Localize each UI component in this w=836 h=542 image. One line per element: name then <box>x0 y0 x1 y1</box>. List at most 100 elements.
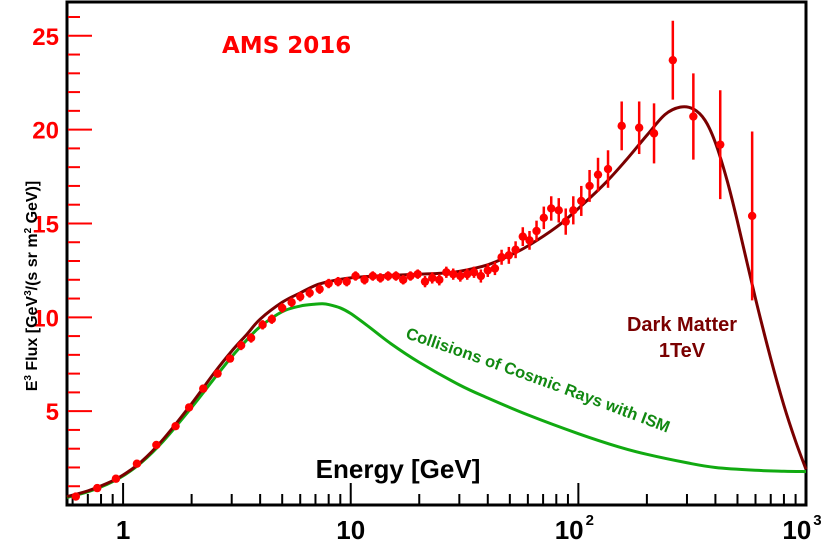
data-point <box>368 271 377 281</box>
data-marker <box>305 288 314 298</box>
data-marker <box>490 264 500 273</box>
data-marker <box>93 483 102 493</box>
data-marker <box>585 181 594 191</box>
data-marker <box>376 273 385 283</box>
data-marker <box>569 206 578 215</box>
data-marker <box>324 279 333 288</box>
data-point <box>296 291 305 302</box>
data-point <box>469 266 479 278</box>
data-marker <box>398 275 408 284</box>
dark-matter-curve <box>66 105 808 499</box>
data-marker <box>716 140 725 149</box>
data-marker <box>406 271 415 281</box>
data-point <box>456 270 465 282</box>
data-marker <box>333 277 343 286</box>
data-point <box>668 20 678 100</box>
x-axis-ticks: 1 10 10 2 10 3 <box>71 483 822 542</box>
data-marker <box>213 369 222 378</box>
data-marker <box>634 123 644 132</box>
dark-matter-label-line1: Dark Matter <box>627 314 737 336</box>
data-marker <box>296 292 305 301</box>
data-marker <box>554 206 563 215</box>
data-point <box>483 263 492 277</box>
data-point <box>747 131 757 301</box>
data-marker <box>449 269 458 279</box>
data-marker <box>603 164 613 174</box>
data-point <box>525 230 534 250</box>
data-marker <box>267 314 276 324</box>
x-tick-label: 10 <box>336 515 365 542</box>
data-marker <box>747 211 757 221</box>
data-point <box>199 384 208 393</box>
data-marker <box>132 459 142 468</box>
data-marker <box>420 277 430 286</box>
data-marker <box>315 284 324 294</box>
data-marker <box>483 266 492 275</box>
data-marker <box>246 333 256 343</box>
data-point <box>111 474 121 483</box>
data-marker <box>668 55 678 65</box>
data-point <box>246 333 256 343</box>
data-marker <box>360 275 369 284</box>
data-point <box>649 103 659 164</box>
data-marker <box>236 341 246 350</box>
data-marker <box>547 204 556 213</box>
data-point <box>398 275 408 285</box>
data-marker <box>351 271 360 281</box>
data-marker <box>463 269 472 279</box>
data-point <box>603 150 613 188</box>
data-marker <box>368 271 377 281</box>
data-point <box>420 276 430 288</box>
x-tick-label: 10 2 <box>555 512 594 542</box>
plot-frame <box>65 0 808 507</box>
data-marker <box>649 129 659 138</box>
data-point <box>716 90 725 200</box>
data-point <box>435 274 444 286</box>
data-marker <box>456 271 465 281</box>
data-marker <box>391 271 401 281</box>
data-marker <box>511 245 520 254</box>
x-tick-label: 10 3 <box>782 512 821 542</box>
data-point <box>391 271 401 281</box>
data-marker <box>469 268 479 277</box>
data-point <box>689 73 698 160</box>
data-point <box>561 208 570 235</box>
y-tick-label: 10 <box>32 305 59 332</box>
y-axis-ticks: 5 10 15 20 25 <box>32 16 92 488</box>
y-tick-label: 20 <box>32 118 59 145</box>
data-point <box>258 320 267 330</box>
y-axis-label: E3 Flux [GeV3/(s sr m2 GeV)] <box>23 181 41 392</box>
dark-matter-label-line2: 1TeV <box>659 340 706 362</box>
data-marker <box>435 275 444 284</box>
data-marker <box>689 112 698 121</box>
data-point <box>171 421 180 431</box>
data-marker <box>152 440 161 450</box>
data-marker <box>617 121 626 131</box>
data-marker <box>258 320 267 330</box>
data-point <box>518 227 527 246</box>
data-marker <box>71 492 81 501</box>
data-point <box>532 220 541 242</box>
data-point <box>132 459 142 468</box>
data-point <box>504 246 514 264</box>
data-marker <box>442 268 451 277</box>
data-point <box>324 278 333 289</box>
data-marker <box>525 236 534 245</box>
data-point <box>413 269 422 279</box>
data-marker <box>504 251 514 260</box>
x-tick-label: 1 <box>116 515 130 542</box>
data-point <box>539 206 549 230</box>
data-point <box>305 288 314 298</box>
data-points <box>71 20 757 501</box>
data-point <box>225 354 235 363</box>
data-point <box>547 196 556 221</box>
data-marker <box>577 196 586 206</box>
data-point <box>278 303 287 313</box>
data-marker <box>383 271 393 281</box>
data-marker <box>184 403 194 412</box>
data-point <box>351 271 360 281</box>
data-point <box>267 314 276 324</box>
data-point <box>152 440 161 450</box>
data-marker <box>171 421 180 431</box>
